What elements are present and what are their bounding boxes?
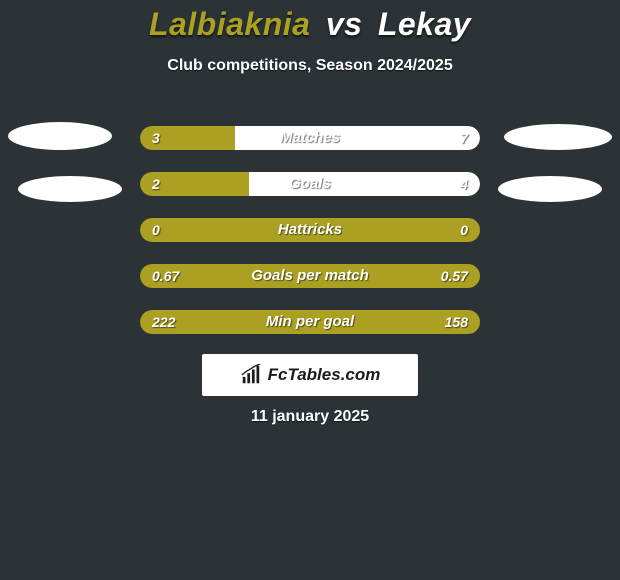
right-fill: [249, 172, 480, 196]
date-text: 11 january 2025: [0, 408, 620, 426]
brand-badge: FcTables.com: [202, 354, 418, 396]
bar-chart-icon: [240, 364, 262, 386]
stat-row-gpm: 0.67 Goals per match 0.57: [140, 264, 480, 288]
right-value: 0: [460, 218, 468, 242]
subtitle: Club competitions, Season 2024/2025: [0, 57, 620, 75]
comparison-infographic: Lalbiaknia vs Lekay Club competitions, S…: [0, 0, 620, 580]
right-value: 0.57: [441, 264, 468, 288]
player1-club-placeholder: [18, 176, 122, 202]
stat-row-goals: 2 Goals 4: [140, 172, 480, 196]
left-value: 0.67: [152, 264, 179, 288]
stat-label: Goals per match: [251, 264, 369, 288]
right-fill: [235, 126, 480, 150]
player2-club-placeholder: [498, 176, 602, 202]
player2-badge-placeholder: [504, 124, 612, 150]
stat-label: Hattricks: [278, 218, 342, 242]
player1-badge-placeholder: [8, 122, 112, 150]
player1-name: Lalbiaknia: [149, 6, 311, 42]
title-row: Lalbiaknia vs Lekay: [0, 0, 620, 43]
brand-text: FcTables.com: [268, 365, 381, 385]
right-value: 158: [445, 310, 468, 334]
stat-row-mpg: 222 Min per goal 158: [140, 310, 480, 334]
stat-row-hattricks: 0 Hattricks 0: [140, 218, 480, 242]
left-value: 3: [152, 126, 160, 150]
player2-name: Lekay: [378, 6, 471, 42]
left-value: 0: [152, 218, 160, 242]
stat-label: Matches: [280, 126, 340, 150]
vs-text: vs: [326, 6, 363, 42]
right-value: 4: [460, 172, 468, 196]
stat-label: Goals: [289, 172, 331, 196]
stat-label: Min per goal: [266, 310, 354, 334]
left-value: 2: [152, 172, 160, 196]
left-value: 222: [152, 310, 175, 334]
right-value: 7: [460, 126, 468, 150]
stat-rows: 3 Matches 7 2 Goals 4 0 Hattricks 0 0.67…: [140, 126, 480, 356]
stat-row-matches: 3 Matches 7: [140, 126, 480, 150]
